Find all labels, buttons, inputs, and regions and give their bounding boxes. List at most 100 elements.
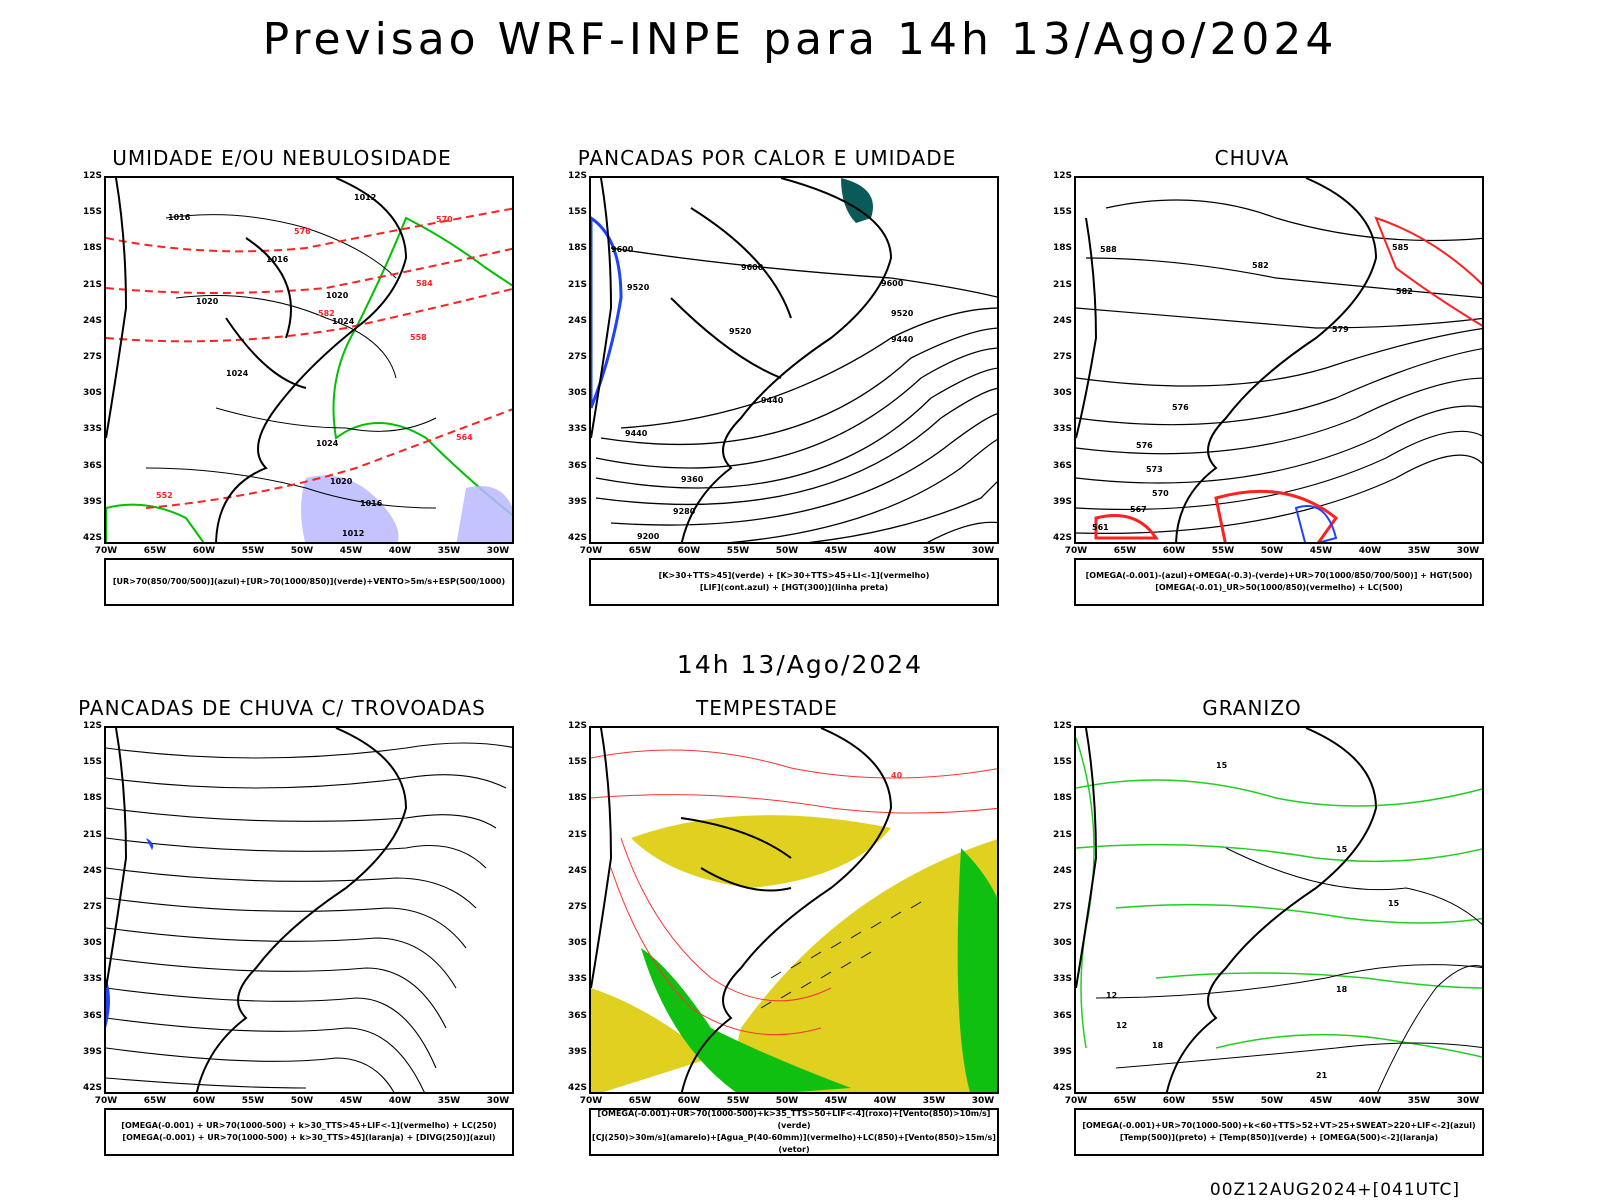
longitude-axis: 70W 65W 60W 55W 50W 45W 40W 35W 30W — [95, 544, 514, 558]
latitude-tick-label: 15S — [82, 757, 102, 768]
longitude-tick-label: 35W — [922, 546, 946, 556]
humidity-blue-area — [301, 475, 512, 542]
legend-line: [OMEGA(-0.001) + UR>70(1000-500) + k>30_… — [122, 1133, 496, 1142]
map-canvas: 40 — [591, 728, 997, 1092]
latitude-tick-label: 27S — [567, 902, 587, 912]
thickness-labels: 570 576 584 552 558 564 582 — [156, 215, 473, 500]
longitude-tick-label: 50W — [1260, 1096, 1284, 1106]
longitude-tick-label: 50W — [775, 546, 799, 556]
latitude-tick-label: 36S — [1052, 460, 1072, 471]
contour-label: 9200 — [637, 532, 660, 541]
latitude-tick-label: 30S — [567, 938, 587, 949]
longitude-tick-label: 40W — [1358, 1096, 1382, 1106]
red-area — [1094, 216, 1482, 542]
legend-line: [UR>70(850/700/500)](azul)+[UR>70(1000/8… — [112, 577, 506, 586]
panel-umidade: UMIDADE E/OU NEBULOSIDADE 12S 15S 18S 21S 24… — [42, 146, 522, 626]
contour-label: 576 — [1136, 441, 1153, 450]
longitude-tick-label: 35W — [922, 1096, 946, 1106]
latitude-tick-label: 24S — [82, 315, 102, 326]
longitude-tick-label: 65W — [1113, 546, 1137, 556]
legend-box: [UR>70(850/700/500)](azul)+[UR>70(1000/8… — [104, 558, 514, 606]
latitude-tick-label: 27S — [1052, 902, 1072, 912]
panel-title: GRANIZO — [1202, 696, 1302, 720]
latitude-tick-label: 21S — [1052, 829, 1072, 840]
latitude-tick-label: 42S — [82, 1083, 102, 1093]
streamlines — [1076, 199, 1482, 534]
contour-label: 584 — [416, 279, 433, 288]
panel-granizo: GRANIZO 12S 15S 18S 21S 24S 27S 30S 33S 36S 39S 42… — [1012, 696, 1492, 1176]
contour-label: 40 — [891, 771, 903, 780]
latitude-tick-label: 24S — [1052, 865, 1072, 876]
panel-title: UMIDADE E/OU NEBULOSIDADE — [112, 146, 452, 170]
isobar-labels: 1012 1016 1016 1020 1020 1024 1024 1024 … — [168, 193, 383, 538]
longitude-tick-label: 30W — [1456, 546, 1480, 556]
latitude-tick-label: 39S — [82, 1046, 102, 1057]
isobars — [145, 214, 437, 509]
latitude-tick-label: 42S — [567, 1083, 587, 1093]
legend-line: [OMEGA(-0.01)_UR>50(1000/850)(vermelho) … — [1155, 583, 1403, 592]
latitude-tick-label: 21S — [82, 829, 102, 840]
latitude-tick-label: 36S — [1052, 1010, 1072, 1021]
contour-label: 1024 — [316, 439, 339, 448]
contour-label: 9600 — [611, 245, 634, 254]
coastline — [1076, 728, 1378, 1092]
latitude-tick-label: 27S — [82, 352, 102, 362]
longitude-tick-label: 55W — [241, 1096, 265, 1106]
latitude-axis: 12S 15S 18S 21S 24S 27S 30S 33S 36S 39S 42S — [559, 721, 589, 1094]
latitude-axis: 12S 15S 18S 21S 24S 27S 30S 33S 36S 39S 42S — [74, 721, 104, 1094]
contour-label: 582 — [1252, 261, 1269, 270]
longitude-tick-label: 40W — [1358, 546, 1382, 556]
longitude-tick-label: 40W — [388, 1096, 412, 1106]
latitude-tick-label: 36S — [567, 1010, 587, 1021]
contour-label: 1016 — [168, 213, 191, 222]
valid-time-subtitle: 14h 13/Ago/2024 — [676, 650, 924, 679]
contour-label: 1012 — [342, 529, 364, 538]
contour-label: 582 — [318, 309, 335, 318]
contour-labels: 15 15 12 12 18 18 21 15 — [1106, 761, 1400, 1080]
latitude-tick-label: 12S — [567, 171, 587, 181]
legend-box: [K>30+TTS>45](verde) + [K>30+TTS>45+LI<-… — [589, 558, 999, 606]
latitude-tick-label: 15S — [82, 207, 102, 218]
contour-label: 1012 — [354, 193, 376, 202]
longitude-tick-label: 45W — [1309, 1096, 1333, 1106]
contour-label: 9600 — [741, 263, 764, 272]
contour-label: 576 — [1172, 403, 1189, 412]
longitude-tick-label: 40W — [388, 546, 412, 556]
panel-trovoadas: PANCADAS DE CHUVA C/ TROVOADAS 12S 15S 18S… — [42, 696, 522, 1176]
longitude-axis: 70W 65W 60W 55W 50W 45W 40W 35W 30W — [1065, 544, 1484, 558]
longitude-tick-label: 70W — [1064, 1096, 1088, 1106]
longitude-tick-label: 45W — [339, 546, 363, 556]
contour-label: 564 — [456, 433, 473, 442]
longitude-tick-label: 45W — [824, 546, 848, 556]
divergence-blue — [106, 838, 154, 1028]
longitude-tick-label: 55W — [726, 546, 750, 556]
latitude-tick-label: 42S — [567, 533, 587, 543]
contour-label: 18 — [1152, 1041, 1164, 1050]
latitude-tick-label: 30S — [567, 388, 587, 399]
latitude-tick-label: 18S — [1052, 793, 1072, 804]
contour-label: 9520 — [627, 283, 650, 292]
latitude-tick-label: 36S — [567, 460, 587, 471]
height-labels: 588 582 579 576 576 573 570 567 561 585 … — [1092, 243, 1413, 532]
latitude-tick-label: 30S — [1052, 938, 1072, 949]
latitude-tick-label: 21S — [567, 829, 587, 840]
contour-label: 12 — [1116, 1021, 1127, 1030]
longitude-tick-label: 60W — [192, 1096, 216, 1106]
contour-label: 9520 — [891, 309, 914, 318]
contour-label: 1024 — [332, 317, 355, 326]
legend-line: [CJ(250)>30m/s](amarelo)+[Agua_P(40-60mm… — [592, 1133, 996, 1154]
contour-label: 582 — [1396, 287, 1413, 296]
contour-label: 15 — [1388, 899, 1400, 908]
panel-chuva: CHUVA 12S 15S 18S 21S 24S 27S 30S 33S 36S 39S 42S — [1012, 146, 1492, 626]
map-area: 15 15 12 12 18 18 21 15 — [1074, 726, 1484, 1094]
contour-label: 579 — [1332, 325, 1349, 334]
latitude-tick-label: 33S — [82, 974, 102, 985]
longitude-axis: 70W 65W 60W 55W 50W 45W 40W 35W 30W — [1065, 1094, 1484, 1108]
map-canvas — [106, 728, 512, 1092]
contour-label: 21 — [1316, 1071, 1328, 1080]
legend-box: [OMEGA(-0.001)+UR>70(1000-500)+k>35_TTS>… — [589, 1108, 999, 1156]
longitude-tick-label: 30W — [486, 1096, 510, 1106]
height-contours — [595, 247, 997, 542]
temp850-contours — [1076, 737, 1482, 1058]
longitude-tick-label: 30W — [1456, 1096, 1480, 1106]
